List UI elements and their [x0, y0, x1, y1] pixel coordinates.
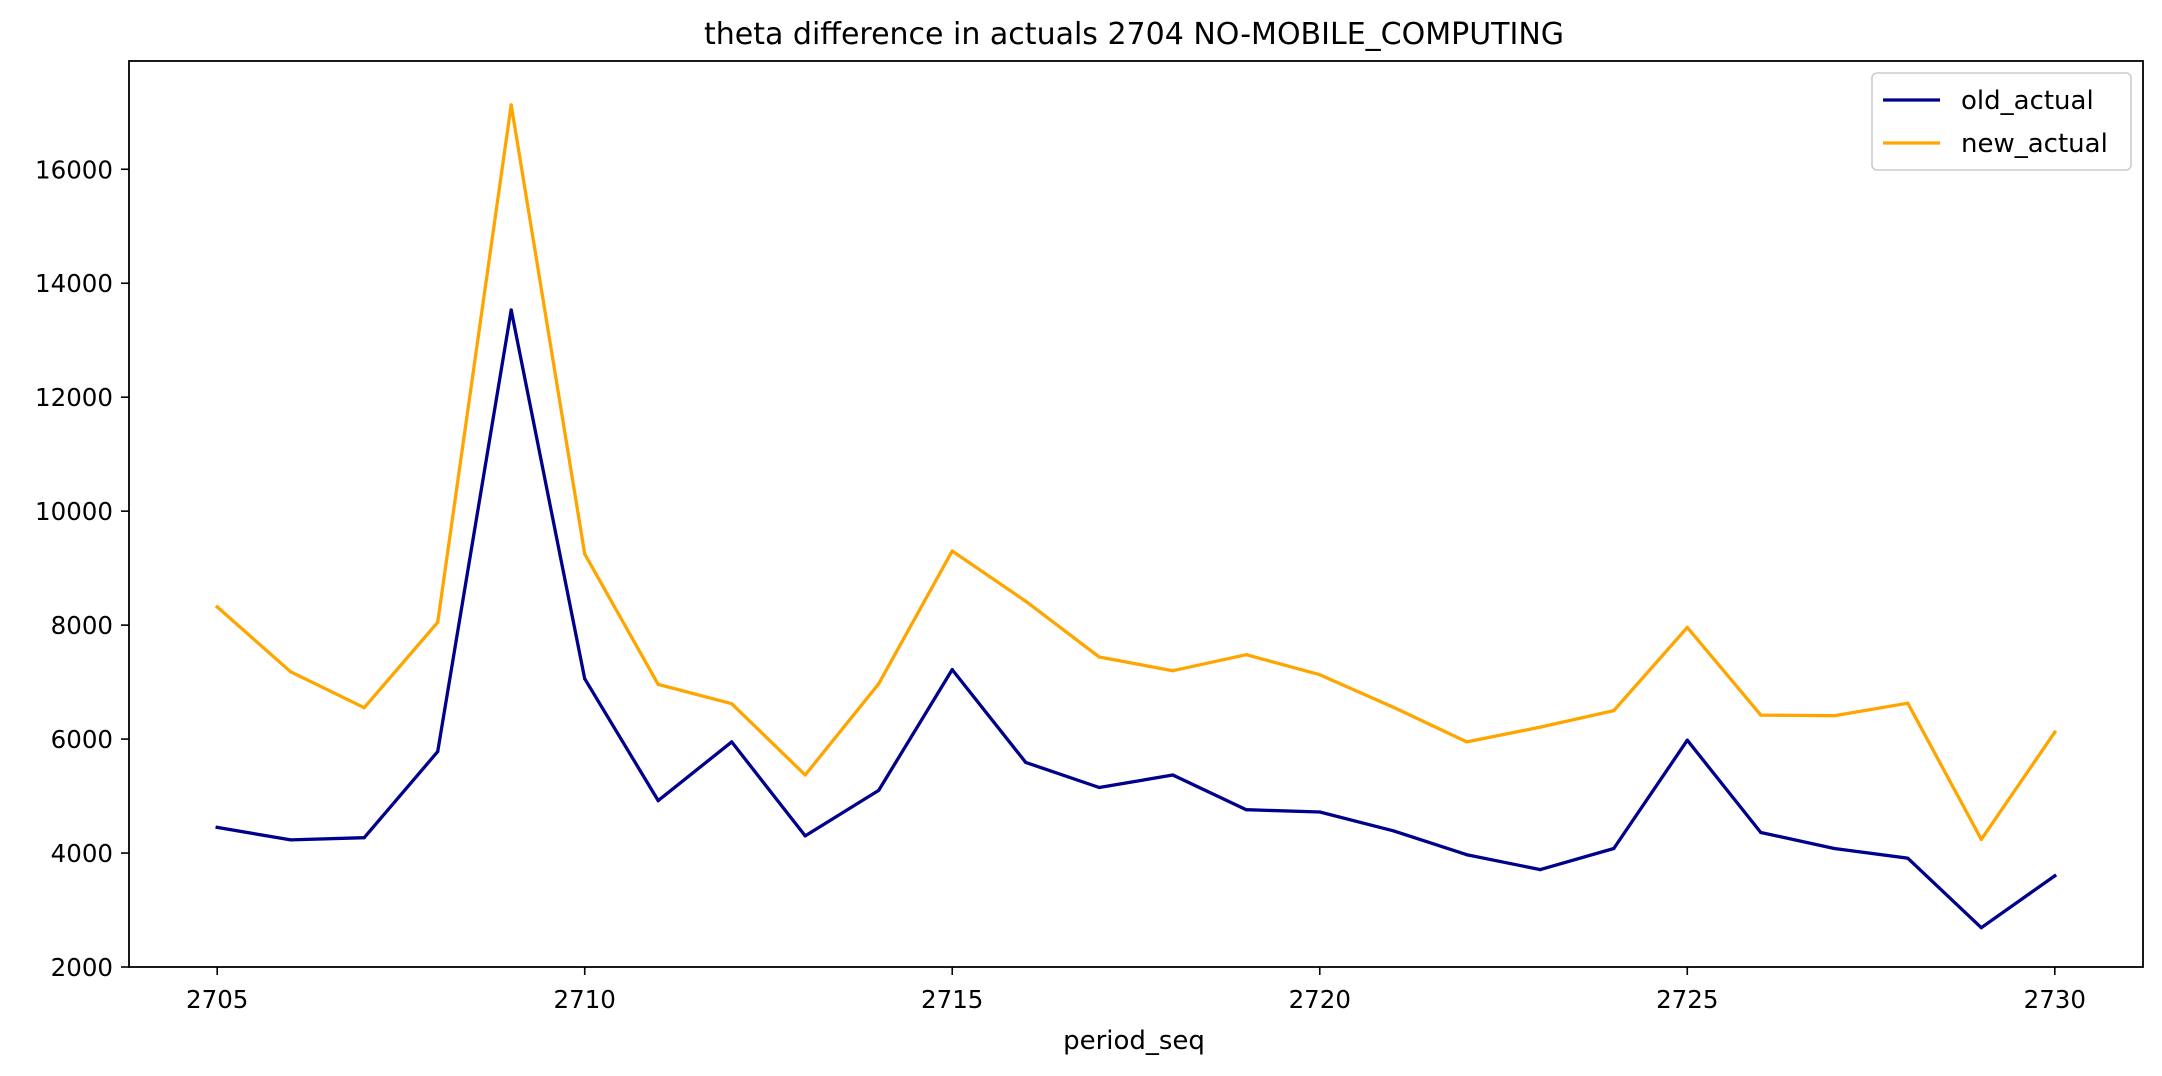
- y-tick-label: 12000: [35, 383, 113, 412]
- data-point: [1906, 701, 1910, 705]
- data-point: [803, 773, 807, 777]
- data-point: [1759, 713, 1763, 717]
- legend: old_actual new_actual: [1871, 72, 2132, 171]
- x-axis-label: period_seq: [1063, 1026, 1205, 1056]
- series-old_actual: [215, 308, 2058, 930]
- y-tick-label: 6000: [51, 725, 113, 754]
- chart-title: theta difference in actuals 2704 NO-MOBI…: [704, 17, 1564, 52]
- data-point: [1318, 810, 1322, 814]
- legend-label-old_actual: old_actual: [1961, 86, 2094, 116]
- data-point: [1465, 740, 1469, 744]
- y-axis: 2000 4000 6000 8000 10000 12000 14000 16000: [35, 155, 129, 982]
- data-point: [215, 825, 219, 830]
- data-point: [1685, 738, 1689, 742]
- x-tick-label: 2710: [554, 985, 616, 1014]
- data-point: [436, 750, 440, 754]
- x-tick-label: 2705: [186, 985, 248, 1014]
- data-point: [1612, 709, 1616, 713]
- y-tick-label: 10000: [35, 497, 113, 526]
- data-point: [1832, 846, 1836, 851]
- legend-label-new_actual: new_actual: [1961, 129, 2108, 159]
- data-point: [1244, 808, 1248, 812]
- x-tick-label: 2720: [1289, 985, 1351, 1014]
- data-point: [1391, 829, 1395, 833]
- data-point: [1244, 653, 1248, 657]
- data-point: [1979, 837, 1983, 842]
- y-tick-label: 4000: [51, 839, 113, 868]
- y-tick-label: 14000: [35, 269, 113, 298]
- data-point: [1465, 853, 1469, 857]
- data-point: [1759, 830, 1763, 835]
- data-point: [1979, 926, 1983, 930]
- data-point: [1097, 785, 1101, 790]
- series-line-old_actual: [215, 308, 2058, 930]
- data-point: [1685, 625, 1689, 630]
- data-point: [289, 838, 293, 842]
- y-tick-label: 8000: [51, 611, 113, 640]
- data-point: [583, 677, 587, 681]
- data-point: [1906, 856, 1910, 860]
- data-point: [730, 740, 734, 744]
- data-point: [362, 836, 366, 840]
- data-point: [2053, 874, 2057, 878]
- x-axis: 2705 2710 2715 2720 2725 2730: [186, 967, 2086, 1014]
- y-tick-label: 16000: [35, 155, 113, 184]
- legend-box: [1871, 72, 2132, 171]
- y-tick-label: 2000: [51, 953, 113, 982]
- data-point: [803, 834, 807, 838]
- data-point: [215, 605, 219, 609]
- data-point: [877, 682, 881, 686]
- data-point: [730, 702, 734, 706]
- series-line-new_actual: [214, 103, 2058, 842]
- data-point: [1318, 673, 1322, 677]
- data-point: [877, 788, 881, 793]
- data-point: [1538, 868, 1542, 872]
- data-point: [583, 552, 587, 556]
- data-point: [950, 549, 954, 553]
- x-tick-label: 2715: [921, 985, 983, 1014]
- data-point: [2053, 730, 2057, 734]
- data-point: [1832, 714, 1836, 718]
- data-point: [656, 682, 660, 687]
- data-point: [362, 706, 366, 710]
- plot-frame: [128, 60, 2144, 968]
- data-point: [1024, 760, 1028, 765]
- data-point: [1024, 599, 1028, 603]
- series-layer: [214, 103, 2058, 930]
- series-new_actual: [214, 103, 2058, 842]
- x-tick-label: 2725: [1656, 985, 1718, 1014]
- x-tick-label: 2730: [2024, 985, 2086, 1014]
- data-point: [1612, 846, 1616, 851]
- data-point: [289, 670, 293, 674]
- data-point: [436, 620, 440, 624]
- data-point: [950, 668, 954, 672]
- data-point: [509, 103, 513, 107]
- data-point: [1097, 655, 1101, 659]
- data-point: [1391, 705, 1395, 709]
- data-point: [1171, 773, 1175, 777]
- data-point: [656, 799, 660, 803]
- data-point: [509, 308, 513, 312]
- data-point: [1538, 725, 1542, 729]
- data-point: [1171, 669, 1175, 673]
